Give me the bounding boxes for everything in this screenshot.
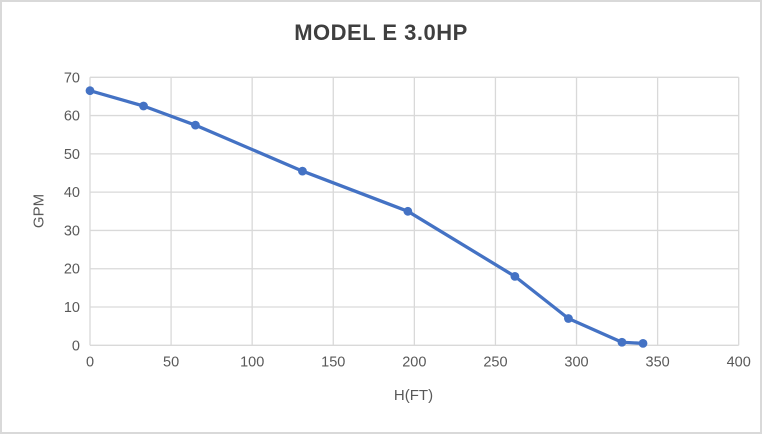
x-tick-label: 150	[321, 354, 345, 370]
data-point-marker	[139, 101, 148, 111]
data-point-marker	[298, 166, 307, 176]
chart-title: MODEL E 3.0HP	[294, 20, 468, 45]
x-tick-label: 200	[402, 354, 426, 370]
x-tick-label: 50	[163, 354, 179, 370]
x-tick-label: 250	[483, 354, 507, 370]
x-tick-label: 300	[564, 354, 588, 370]
x-tick-label: 0	[86, 354, 94, 370]
x-tick-label: 100	[240, 354, 264, 370]
y-tick-label: 40	[64, 185, 80, 201]
y-tick-label: 0	[72, 338, 80, 354]
x-tick-label: 350	[646, 354, 670, 370]
data-point-marker	[617, 337, 627, 347]
y-tick-label: 30	[64, 223, 80, 239]
y-tick-label: 70	[64, 70, 80, 86]
data-point-marker	[191, 120, 200, 130]
data-point-marker	[403, 206, 413, 216]
data-point-marker	[85, 86, 95, 96]
y-tick-label: 50	[64, 147, 80, 163]
x-tick-label: 400	[727, 354, 751, 370]
y-tick-label: 20	[64, 262, 80, 278]
y-tick-label: 10	[64, 300, 80, 316]
x-axis-title: H(FT)	[393, 387, 434, 404]
series-line	[88, 89, 645, 346]
data-point-marker	[564, 314, 573, 323]
data-point-marker	[510, 271, 520, 281]
data-point-marker	[638, 338, 648, 348]
y-tick-label: 60	[64, 109, 80, 125]
